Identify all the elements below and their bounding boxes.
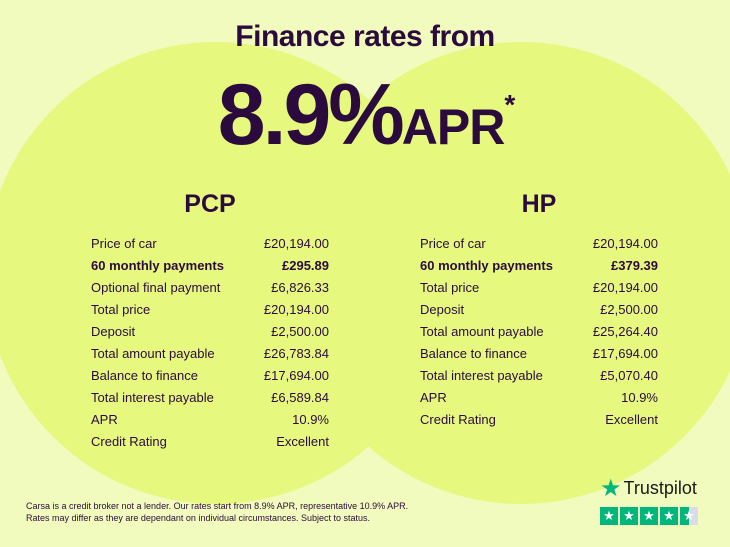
- row-value: 10.9%: [621, 390, 658, 405]
- table-row: Credit Rating Excellent: [420, 409, 658, 431]
- row-value: £20,194.00: [592, 280, 658, 295]
- table-row: Credit Rating Excellent: [91, 431, 329, 453]
- row-label: Credit Rating: [91, 434, 167, 449]
- table-row: Total amount payable £25,264.40: [420, 321, 658, 343]
- row-label: Price of car: [91, 236, 157, 251]
- table-row: Total amount payable £26,783.84: [91, 343, 329, 365]
- row-value: £25,264.40: [592, 324, 658, 339]
- row-label: Total interest payable: [91, 390, 214, 405]
- hp-table: HP Price of car £20,194.00 60 monthly paym…: [420, 190, 658, 431]
- disclaimer: Carsa is a credit broker not a lender. O…: [26, 500, 408, 524]
- table-row: Balance to finance £17,694.00: [420, 343, 658, 365]
- table-row: Optional final payment £6,826.33: [91, 277, 329, 299]
- rating-star-icon: ★: [660, 507, 678, 525]
- pcp-title: PCP: [184, 190, 236, 218]
- row-value: 10.9%: [292, 412, 329, 427]
- row-value: £6,589.84: [271, 390, 329, 405]
- table-row: Deposit £2,500.00: [420, 299, 658, 321]
- row-label: Balance to finance: [420, 346, 527, 361]
- table-row: Price of car £20,194.00: [420, 233, 658, 255]
- row-label: Total price: [420, 280, 480, 295]
- table-row: Total interest payable £5,070.40: [420, 365, 658, 387]
- row-value: £20,194.00: [263, 302, 329, 317]
- disclaimer-line-2: Rates may differ as they are dependant o…: [26, 513, 371, 523]
- headline-rate: 8.9%APR*: [0, 60, 730, 172]
- row-label: 60 monthly payments: [420, 258, 553, 273]
- row-value: £379.39: [611, 258, 658, 273]
- disclaimer-line-1: Carsa is a credit broker not a lender. O…: [26, 501, 409, 511]
- table-row: 60 monthly payments £379.39: [420, 255, 658, 277]
- row-value: Excellent: [605, 412, 658, 427]
- table-row: Balance to finance £17,694.00: [91, 365, 329, 387]
- row-value: £295.89: [282, 258, 329, 273]
- row-value: £2,500.00: [600, 302, 658, 317]
- trustpilot-badge[interactable]: ★ Trustpilot ★ ★ ★ ★ ★: [600, 474, 698, 525]
- trustpilot-name: Trustpilot: [623, 478, 697, 498]
- row-label: 60 monthly payments: [91, 258, 224, 273]
- row-label: Total price: [91, 302, 151, 317]
- row-value: £26,783.84: [263, 346, 329, 361]
- table-row: Price of car £20,194.00: [91, 233, 329, 255]
- row-value: £17,694.00: [263, 368, 329, 383]
- row-value: £2,500.00: [271, 324, 329, 339]
- decorative-circle-right: [290, 42, 730, 504]
- row-value: £17,694.00: [592, 346, 658, 361]
- trustpilot-star-icon: ★: [600, 475, 622, 502]
- apr-label: APR: [401, 99, 506, 155]
- table-row: Total price £20,194.00: [91, 299, 329, 321]
- row-label: Deposit: [91, 324, 136, 339]
- rating-star-icon: ★: [620, 507, 638, 525]
- table-row: Deposit £2,500.00: [91, 321, 329, 343]
- row-label: Deposit: [420, 302, 465, 317]
- row-label: APR: [91, 412, 118, 427]
- headline-intro: Finance rates from: [235, 20, 495, 53]
- row-value: £20,194.00: [592, 236, 658, 251]
- row-label: Price of car: [420, 236, 486, 251]
- row-value: £20,194.00: [263, 236, 329, 251]
- rating-star-icon: ★: [680, 507, 698, 525]
- pcp-table: PCP Price of car £20,194.00 60 monthly pay…: [91, 190, 329, 453]
- row-label: Balance to finance: [91, 368, 198, 383]
- row-value: £6,826.33: [271, 280, 329, 295]
- row-label: Total interest payable: [420, 368, 543, 383]
- hp-title: HP: [521, 190, 557, 218]
- table-row: Total price £20,194.00: [420, 277, 658, 299]
- row-label: Optional final payment: [91, 280, 221, 295]
- table-row: 60 monthly payments £295.89: [91, 255, 329, 277]
- row-label: APR: [420, 390, 447, 405]
- row-value: £5,070.40: [600, 368, 658, 383]
- rate-value: 8.9%: [217, 67, 405, 163]
- rating-star-icon: ★: [600, 507, 618, 525]
- row-value: Excellent: [276, 434, 329, 449]
- row-label: Total amount payable: [91, 346, 215, 361]
- table-row: APR 10.9%: [420, 387, 658, 409]
- row-label: Total amount payable: [420, 324, 544, 339]
- table-row: Total interest payable £6,589.84: [91, 387, 329, 409]
- row-label: Credit Rating: [420, 412, 496, 427]
- trustpilot-rating: ★ ★ ★ ★ ★: [600, 507, 698, 525]
- asterisk: *: [504, 89, 515, 120]
- table-row: APR 10.9%: [91, 409, 329, 431]
- rating-star-icon: ★: [640, 507, 658, 525]
